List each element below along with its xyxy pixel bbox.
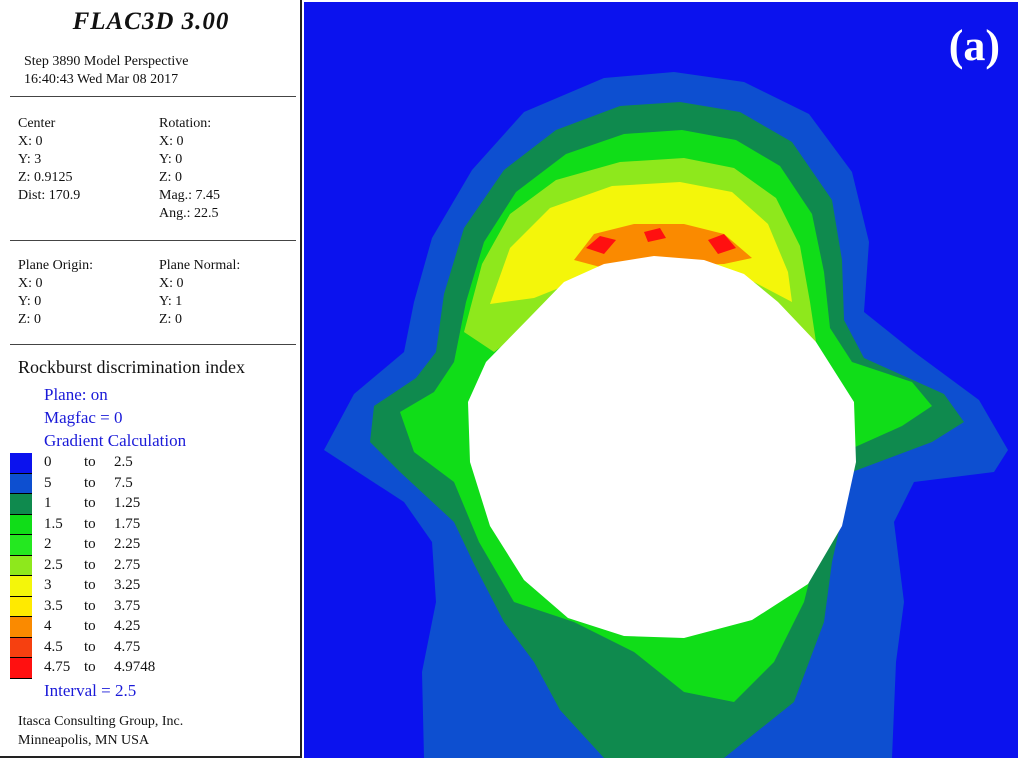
legend-row: 0 to 2.5 bbox=[8, 453, 298, 474]
legend-to-value: 4.75 bbox=[114, 638, 141, 655]
legend-to-value: 7.5 bbox=[114, 474, 133, 491]
plane-origin-z: Z: 0 bbox=[18, 312, 41, 327]
legend-to-word: to bbox=[84, 638, 96, 655]
legend-from-value: 2 bbox=[44, 536, 52, 552]
legend-row: 3 to 3.25 bbox=[8, 576, 298, 597]
center-z: Z: 0.9125 bbox=[18, 170, 73, 185]
legend-from-value: 0 bbox=[44, 454, 52, 470]
rotation-x: X: 0 bbox=[159, 134, 184, 149]
plane-normal-y: Y: 1 bbox=[159, 294, 183, 309]
contour-plot: (a) bbox=[304, 2, 1018, 758]
contour-band-orange bbox=[574, 224, 752, 268]
legend-to-word: to bbox=[84, 577, 96, 593]
legend-row: 4.75 to 4.9748 bbox=[8, 658, 298, 679]
legend-to-word: to bbox=[84, 556, 96, 573]
legend-row: 3.5 to 3.75 bbox=[8, 596, 298, 617]
legend-from-value: 4.5 bbox=[44, 638, 63, 655]
info-panel: FLAC3D 3.00 Step 3890 Model Perspective … bbox=[0, 0, 302, 758]
legend-from-value: 1 bbox=[44, 495, 52, 511]
rotation-mag: Mag.: 7.45 bbox=[159, 188, 221, 203]
legend-row: 4.5 to 4.75 bbox=[8, 637, 298, 658]
legend-row: 2 to 2.25 bbox=[8, 535, 298, 556]
company-location: Minneapolis, MN USA bbox=[18, 733, 150, 748]
plane-status: Plane: on bbox=[44, 385, 108, 404]
legend-to-word: to bbox=[84, 454, 96, 470]
timestamp: 16:40:43 Wed Mar 08 2017 bbox=[24, 72, 179, 87]
rotation-y: Y: 0 bbox=[159, 152, 183, 167]
separator bbox=[10, 96, 296, 97]
legend-to-value: 3.75 bbox=[114, 597, 141, 614]
center-y: Y: 3 bbox=[18, 152, 42, 167]
plane-origin-x: X: 0 bbox=[18, 276, 43, 291]
gradient-label: Gradient Calculation bbox=[44, 431, 187, 450]
legend-from-value: 1.5 bbox=[44, 515, 63, 532]
legend-from-value: 4.75 bbox=[44, 659, 71, 675]
contour-band-red bbox=[586, 228, 736, 254]
magfac-value: Magfac = 0 bbox=[44, 408, 123, 427]
tunnel-opening bbox=[468, 256, 856, 638]
legend-from-value: 3 bbox=[44, 577, 52, 593]
plane-normal-label: Plane Normal: bbox=[159, 258, 241, 273]
legend-from-value: 5 bbox=[44, 474, 52, 491]
legend-to-value: 1.25 bbox=[114, 495, 141, 511]
legend-swatch bbox=[10, 514, 32, 535]
plane-origin-label: Plane Origin: bbox=[18, 258, 94, 273]
legend-swatch bbox=[10, 617, 32, 638]
legend-to-word: to bbox=[84, 495, 96, 511]
legend-row: 5 to 7.5 bbox=[8, 473, 298, 494]
legend-swatch bbox=[10, 596, 32, 617]
separator bbox=[10, 344, 296, 345]
center-x: X: 0 bbox=[18, 134, 43, 149]
legend-row: 1 to 1.25 bbox=[8, 494, 298, 515]
contour-heading: Rockburst discrimination index bbox=[18, 357, 245, 377]
legend-row: 1.5 to 1.75 bbox=[8, 514, 298, 535]
legend-to-word: to bbox=[84, 618, 96, 634]
separator bbox=[10, 240, 296, 241]
legend-swatch bbox=[10, 473, 32, 494]
contour-figure bbox=[304, 2, 1018, 758]
legend-swatch bbox=[10, 576, 32, 597]
legend-to-value: 1.75 bbox=[114, 515, 141, 532]
plane-normal-z: Z: 0 bbox=[159, 312, 182, 327]
plane-normal-x: X: 0 bbox=[159, 276, 184, 291]
interval-value: Interval = 2.5 bbox=[44, 681, 137, 700]
rotation-ang: Ang.: 22.5 bbox=[159, 206, 219, 221]
legend-to-value: 2.5 bbox=[114, 454, 133, 470]
legend-swatch bbox=[10, 555, 32, 576]
rotation-z: Z: 0 bbox=[159, 170, 182, 185]
center-dist: Dist: 170.9 bbox=[18, 188, 81, 203]
center-label: Center bbox=[18, 116, 56, 131]
legend-swatch bbox=[10, 494, 32, 515]
legend-swatch bbox=[10, 453, 32, 474]
legend-row: 2.5 to 2.75 bbox=[8, 555, 298, 576]
legend-to-value: 4.25 bbox=[114, 618, 141, 634]
legend-from-value: 3.5 bbox=[44, 597, 63, 614]
legend-to-value: 2.75 bbox=[114, 556, 141, 573]
legend-to-value: 3.25 bbox=[114, 577, 141, 593]
legend-from-value: 2.5 bbox=[44, 556, 63, 573]
legend-to-value: 2.25 bbox=[114, 536, 141, 552]
rotation-label: Rotation: bbox=[159, 116, 212, 131]
app-title: FLAC3D 3.00 bbox=[72, 8, 230, 35]
company-name: Itasca Consulting Group, Inc. bbox=[18, 714, 184, 729]
legend-swatch bbox=[10, 535, 32, 556]
legend-to-word: to bbox=[84, 474, 96, 491]
figure-label: (a) bbox=[948, 21, 1000, 70]
legend-from-value: 4 bbox=[44, 618, 52, 634]
legend-to-word: to bbox=[84, 597, 96, 614]
legend-swatch bbox=[10, 658, 32, 679]
plane-origin-y: Y: 0 bbox=[18, 294, 42, 309]
legend-swatch bbox=[10, 637, 32, 658]
legend-to-value: 4.9748 bbox=[114, 659, 156, 675]
step-info: Step 3890 Model Perspective bbox=[24, 54, 189, 69]
legend-row: 4 to 4.25 bbox=[8, 617, 298, 638]
legend-to-word: to bbox=[84, 659, 96, 675]
legend-to-word: to bbox=[84, 536, 96, 552]
legend-to-word: to bbox=[84, 515, 96, 532]
